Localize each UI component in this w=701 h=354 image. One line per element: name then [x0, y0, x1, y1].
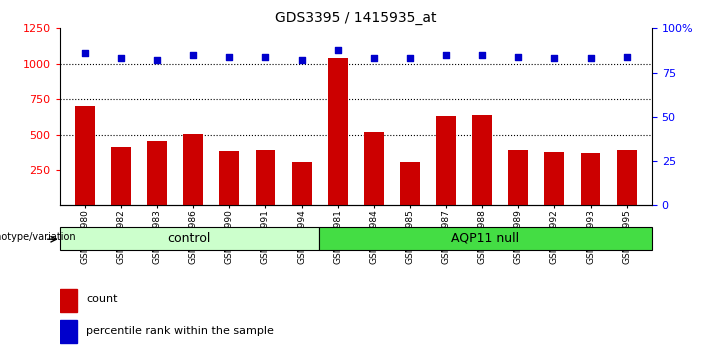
Bar	[328, 58, 348, 205]
Bar	[183, 134, 203, 205]
Bar	[617, 150, 637, 205]
Bar	[60, 320, 77, 343]
Bar	[256, 150, 275, 205]
Bar	[60, 227, 319, 250]
Bar	[75, 106, 95, 205]
Bar	[472, 115, 492, 205]
Text: control: control	[168, 232, 211, 245]
Point	[440, 52, 451, 58]
Bar	[364, 132, 383, 205]
Text: percentile rank within the sample: percentile rank within the sample	[86, 326, 274, 336]
Text: AQP11 null: AQP11 null	[451, 232, 519, 245]
Bar	[111, 147, 131, 205]
Text: count: count	[86, 294, 118, 304]
Bar	[319, 227, 652, 250]
Point	[585, 56, 596, 61]
Bar	[545, 152, 564, 205]
Point	[116, 56, 127, 61]
Point	[404, 56, 416, 61]
Point	[549, 56, 560, 61]
Point	[188, 52, 199, 58]
Point	[332, 47, 343, 52]
Point	[512, 54, 524, 59]
Bar	[292, 162, 311, 205]
Bar	[219, 151, 239, 205]
Point	[224, 54, 235, 59]
Bar	[436, 116, 456, 205]
Point	[296, 57, 307, 63]
Bar	[508, 150, 529, 205]
Point	[79, 50, 90, 56]
Bar	[60, 289, 77, 312]
Text: genotype/variation: genotype/variation	[0, 232, 76, 242]
Point	[260, 54, 271, 59]
Bar	[400, 162, 420, 205]
Bar	[580, 153, 601, 205]
Point	[368, 56, 379, 61]
Title: GDS3395 / 1415935_at: GDS3395 / 1415935_at	[275, 11, 437, 24]
Point	[477, 52, 488, 58]
Point	[621, 54, 632, 59]
Point	[151, 57, 163, 63]
Bar	[147, 141, 167, 205]
